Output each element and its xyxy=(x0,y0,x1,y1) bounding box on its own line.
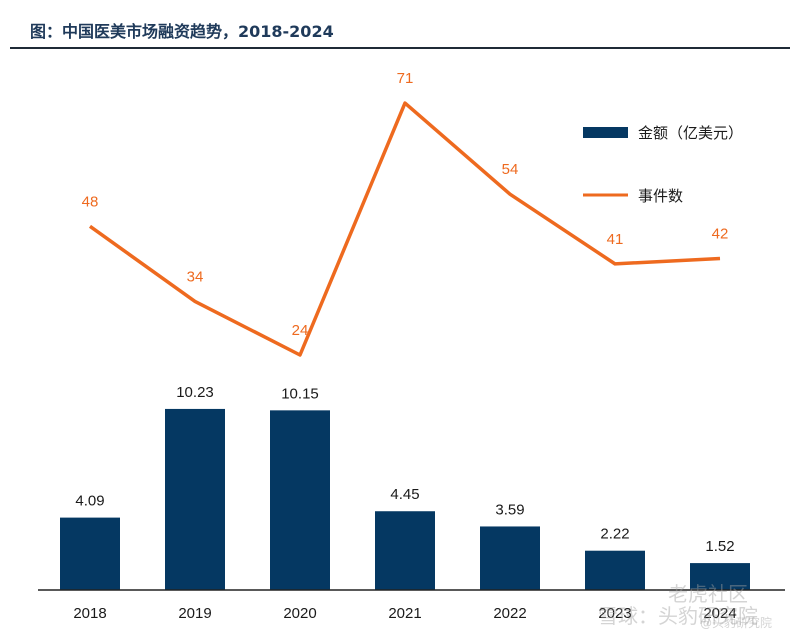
line-value-label: 48 xyxy=(82,193,99,210)
x-tick-label: 2018 xyxy=(73,605,106,622)
x-tick-label: 2020 xyxy=(283,605,316,622)
watermark: 老虎社区 xyxy=(668,582,748,606)
bar-value-label: 2.22 xyxy=(600,526,629,543)
line-value-label: 54 xyxy=(502,161,519,178)
bar xyxy=(270,410,330,590)
line-value-label: 41 xyxy=(607,231,624,248)
bar xyxy=(690,563,750,590)
watermark: 雪球：头豹研究院 xyxy=(598,604,758,628)
legend-bar-swatch xyxy=(583,127,628,138)
title-divider xyxy=(10,47,790,49)
x-tick-label: 2021 xyxy=(388,605,421,622)
events-line xyxy=(88,101,721,357)
bar-value-label: 10.23 xyxy=(176,384,214,401)
x-tick-label: 2024 xyxy=(703,605,736,622)
bar xyxy=(60,517,120,590)
line-value-label: 34 xyxy=(187,268,204,285)
bar xyxy=(585,550,645,590)
line-value-label: 24 xyxy=(292,322,309,339)
legend-label-events: 事件数 xyxy=(638,187,683,205)
x-tick-label: 2022 xyxy=(493,605,526,622)
bar-value-label: 4.09 xyxy=(75,493,104,510)
bar-value-label: 1.52 xyxy=(705,538,734,555)
watermark: @头豹研究院 xyxy=(700,616,773,630)
bar xyxy=(480,526,540,590)
bar-value-label: 3.59 xyxy=(495,501,524,518)
bar-value-label: 4.45 xyxy=(390,486,419,503)
bar-value-label: 10.15 xyxy=(281,385,319,402)
line-value-label: 42 xyxy=(712,226,729,243)
x-tick-label: 2019 xyxy=(178,605,211,622)
chart-title: 图：中国医美市场融资趋势，2018-2024 xyxy=(30,22,334,41)
x-tick-label: 2023 xyxy=(598,605,631,622)
bar xyxy=(375,511,435,590)
bar xyxy=(165,408,225,590)
line-value-label: 71 xyxy=(397,70,414,87)
legend-label-amount: 金额（亿美元） xyxy=(638,124,743,142)
